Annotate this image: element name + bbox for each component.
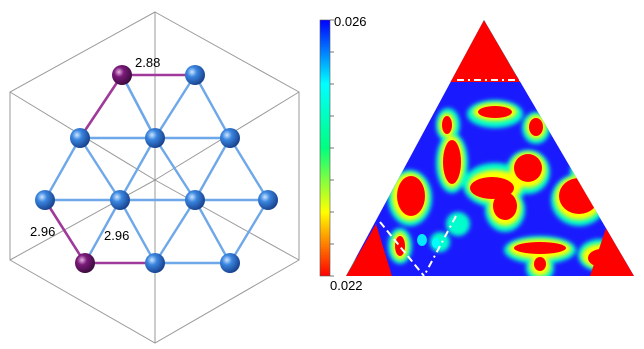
bond-length-label: 2.96 [30,224,55,239]
bond-length-label: 2.96 [104,228,129,243]
corner-top [448,20,520,82]
bond [228,136,270,202]
dopant-atom [75,253,95,273]
colorbar-gradient [319,19,331,277]
bond-length-label: 2.88 [135,55,160,70]
host-atom [110,190,130,210]
colorbar: 0.026 0.022 [319,14,367,293]
bond [43,136,82,202]
guide-lines [379,79,526,277]
bond [193,136,232,202]
host-atom [258,190,278,210]
host-atom [145,253,165,273]
bond [228,198,270,265]
dashdot-line [423,215,457,277]
dopant-atom [112,65,132,85]
cell-edge-back [9,179,156,261]
dopant-bond [78,73,124,140]
bond [83,198,122,265]
colorbar-ticks [330,19,334,277]
bond [193,198,232,265]
host-atom [35,190,55,210]
bond [153,73,197,140]
host-atom [185,190,205,210]
host-atom [220,128,240,148]
colorbar-max-label: 0.026 [334,14,367,29]
bond [78,136,122,202]
crystal-structure-panel: 2.88 2.96 2.96 [9,11,300,344]
dopant-bonds [43,73,197,265]
atoms [35,65,278,273]
bond [118,136,157,202]
colorbar-min-label: 0.022 [330,278,363,293]
dopant-bond [43,198,87,265]
host-atom [185,65,205,85]
bond [118,198,157,265]
dopant-bond [120,73,157,140]
host-atom [70,128,90,148]
host-bonds [43,73,270,265]
dashed-line-left [379,221,425,277]
map-spots [417,234,440,248]
corner-right [590,228,634,276]
bond [193,73,232,140]
cell-edge-back [154,179,300,261]
bond [153,198,197,265]
contour-map [346,20,634,277]
map-low-regions [346,20,634,276]
bond [153,136,197,202]
host-atom [145,128,165,148]
host-atom [220,253,240,273]
corner-left [346,224,392,276]
